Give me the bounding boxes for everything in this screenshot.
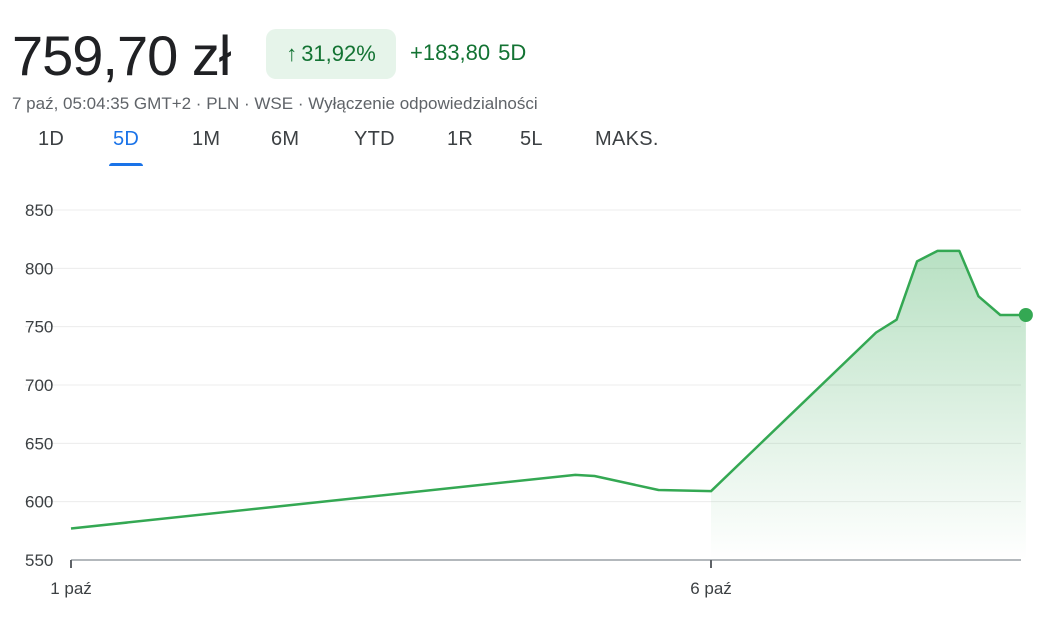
- range-tabs: 1D 5D 1M 6M YTD 1R 5L MAKS.: [0, 128, 760, 170]
- tab-ytd[interactable]: YTD: [354, 128, 395, 166]
- tab-label: 1R: [447, 128, 474, 150]
- tab-5d[interactable]: 5D: [109, 128, 144, 166]
- y-tick-label: 700: [25, 376, 53, 395]
- active-tab-indicator: [109, 163, 144, 166]
- y-tick-label: 800: [25, 259, 53, 278]
- current-price-dot: [1018, 308, 1033, 322]
- tab-1m[interactable]: 1M: [192, 128, 220, 166]
- tab-label: MAKS.: [595, 128, 659, 150]
- tab-label: 1M: [192, 128, 221, 150]
- y-tick-label: 600: [25, 493, 53, 512]
- tab-label: 5L: [520, 128, 543, 150]
- y-tick-label: 850: [25, 201, 53, 220]
- change-absolute-value: +183,80: [410, 40, 491, 65]
- quote-meta: 7 paź, 05:04:35 GMT+2 · PLN · WSE · Wyłą…: [12, 94, 538, 113]
- change-period: 5D: [498, 40, 527, 65]
- tab-label: YTD: [354, 128, 395, 150]
- y-tick-label: 550: [25, 551, 53, 570]
- tab-maks[interactable]: MAKS.: [595, 128, 659, 166]
- arrow-up-icon: ↑: [286, 41, 298, 66]
- price-area-fill: [711, 250, 1026, 561]
- tab-5l[interactable]: 5L: [520, 128, 543, 166]
- x-tick-label: 6 paź: [690, 579, 732, 598]
- tab-1r[interactable]: 1R: [447, 128, 473, 166]
- price-line: [70, 249, 1026, 530]
- tab-label: 1D: [38, 128, 65, 150]
- change-absolute: +183,80 5D: [410, 40, 534, 66]
- current-price: 759,70 zł: [12, 24, 231, 87]
- tab-1d[interactable]: 1D: [38, 128, 64, 166]
- y-tick-label: 650: [25, 434, 53, 453]
- change-percent-value: 31,92%: [301, 41, 376, 66]
- y-tick-label: 750: [25, 318, 53, 337]
- change-percent-badge: ↑ 31,92%: [266, 29, 396, 79]
- tab-6m[interactable]: 6M: [271, 128, 299, 166]
- tab-label: 6M: [271, 128, 300, 150]
- x-tick-label: 1 paź: [50, 579, 92, 598]
- tab-label: 5D: [113, 128, 140, 150]
